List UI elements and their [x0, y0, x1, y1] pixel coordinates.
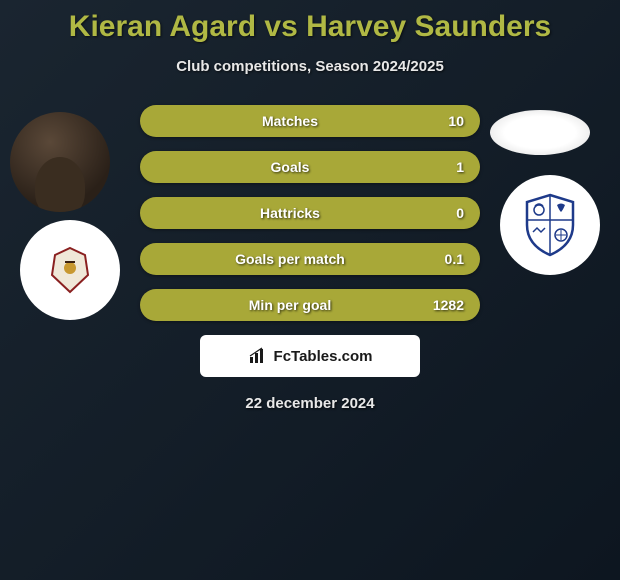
stat-row: Goals 1 [140, 151, 480, 183]
stats-list: Matches 10 Goals 1 Hattricks 0 Goals per… [140, 105, 480, 321]
club-right-badge [500, 175, 600, 275]
stat-value: 10 [424, 113, 464, 129]
player-left-avatar [10, 112, 110, 212]
stat-row: Min per goal 1282 [140, 289, 480, 321]
club-left-crest-icon [40, 240, 100, 300]
stat-label: Goals per match [156, 251, 424, 267]
stat-value: 0.1 [424, 251, 464, 267]
stat-value: 0 [424, 205, 464, 221]
stat-label: Hattricks [156, 205, 424, 221]
stat-value: 1282 [424, 297, 464, 313]
stat-row: Goals per match 0.1 [140, 243, 480, 275]
stat-label: Goals [156, 159, 424, 175]
stat-row: Matches 10 [140, 105, 480, 137]
player-right-avatar [490, 110, 590, 155]
comparison-title: Kieran Agard vs Harvey Saunders [0, 0, 620, 44]
stat-value: 1 [424, 159, 464, 175]
stat-label: Matches [156, 113, 424, 129]
comparison-subtitle: Club competitions, Season 2024/2025 [0, 58, 620, 75]
comparison-date: 22 december 2024 [0, 395, 620, 412]
attribution-badge[interactable]: FcTables.com [200, 335, 420, 377]
stat-row: Hattricks 0 [140, 197, 480, 229]
stat-label: Min per goal [156, 297, 424, 313]
club-right-crest-icon [515, 190, 585, 260]
bar-chart-icon [248, 347, 268, 365]
attribution-text: FcTables.com [274, 348, 373, 365]
club-left-badge [20, 220, 120, 320]
